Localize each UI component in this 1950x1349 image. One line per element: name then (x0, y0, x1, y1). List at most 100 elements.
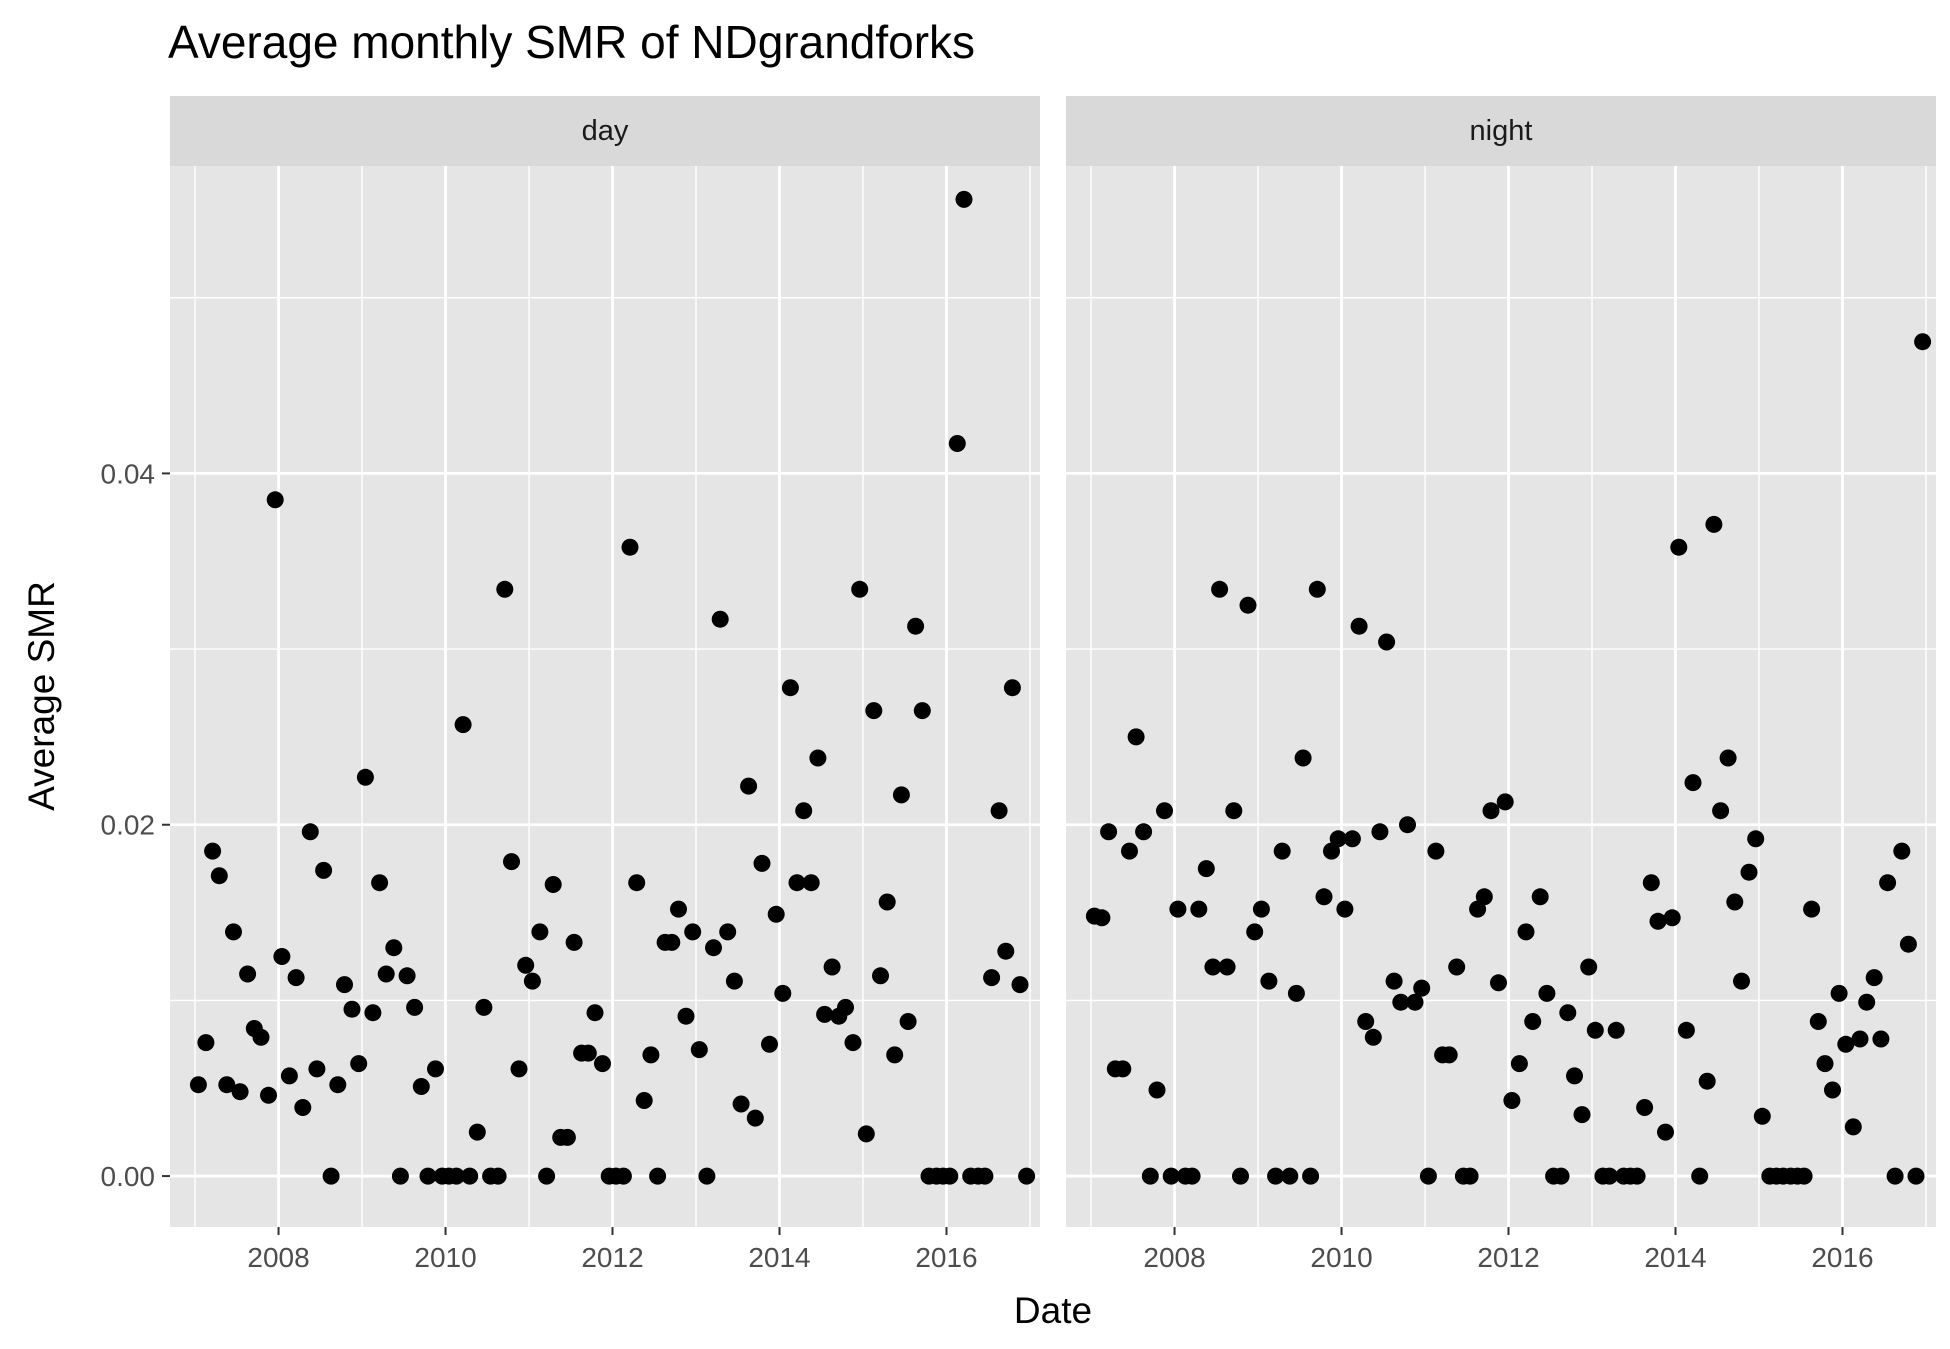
data-point-day (865, 702, 883, 720)
data-point-night (1239, 596, 1257, 614)
data-point-night (1294, 749, 1312, 767)
data-point-night (1879, 874, 1897, 892)
plot-panel-night (1066, 166, 1936, 1227)
data-point-night (1691, 1167, 1709, 1185)
data-point-night (1329, 830, 1347, 848)
data-point-night (1204, 958, 1222, 976)
data-point-night (1232, 1167, 1249, 1185)
data-point-day (1011, 976, 1029, 994)
facet-strip-night (1066, 96, 1936, 166)
data-point-day (677, 1007, 695, 1025)
data-point-night (1399, 816, 1416, 834)
data-point-day (851, 580, 869, 598)
data-point-night (1559, 1004, 1577, 1022)
data-point-day (322, 1167, 340, 1185)
data-point-day (447, 1167, 465, 1185)
data-point-night (1607, 1021, 1625, 1039)
data-point-day (336, 976, 353, 994)
data-point-night (1816, 1055, 1834, 1073)
data-point-day (746, 1109, 764, 1127)
data-point-day (315, 861, 333, 879)
data-point-day (698, 1167, 716, 1185)
data-point-day (371, 874, 389, 892)
data-point-day (468, 1123, 486, 1141)
data-point-day (398, 967, 416, 985)
data-point-day (308, 1060, 326, 1078)
facet-night: night (1066, 96, 1936, 1227)
data-point-night (1246, 923, 1264, 941)
x-axis: 2008 2010 2012 2014 2016 2008 2010 2012 2014 2016 (247, 1227, 1874, 1273)
data-point-day (558, 1128, 576, 1146)
facet-strip-day (170, 96, 1040, 166)
data-point-day (976, 1167, 994, 1185)
x-tick-label: 2008 (247, 1242, 309, 1273)
data-point-night (1308, 580, 1326, 598)
data-point-night (1628, 1167, 1646, 1185)
data-point-day (475, 998, 493, 1016)
data-point-day (913, 702, 931, 720)
facet-day: day (170, 96, 1040, 1227)
data-point-night (1183, 1167, 1201, 1185)
data-point-day (774, 984, 792, 1002)
data-point-night (1156, 802, 1173, 820)
data-point-day (997, 942, 1015, 960)
data-point-day (670, 900, 687, 918)
data-point-day (767, 905, 785, 923)
data-point-night (1795, 1167, 1813, 1185)
data-point-day (761, 1035, 778, 1053)
data-point-day (948, 435, 966, 452)
data-point-night (1733, 972, 1750, 990)
data-point-day (802, 874, 820, 892)
data-point-day (823, 958, 841, 976)
data-point-night (1440, 1046, 1458, 1064)
chart-title: Average monthly SMR of NDgrandforks (168, 16, 975, 68)
data-point-night (1657, 1123, 1674, 1141)
data-point-night (1350, 617, 1368, 635)
data-point-day (218, 1076, 236, 1094)
data-point-night (1357, 1013, 1375, 1030)
data-point-night (1121, 842, 1138, 860)
data-point-night (1364, 1028, 1382, 1046)
data-point-day (406, 998, 424, 1016)
data-point-day (892, 786, 910, 804)
points-day (189, 190, 1036, 1185)
data-point-day (872, 967, 889, 985)
data-point-night (1287, 984, 1305, 1002)
data-point-day (711, 610, 729, 628)
data-point-night (1670, 538, 1688, 556)
data-point-night (1273, 842, 1291, 860)
data-point-day (239, 965, 257, 983)
data-point-night (1148, 1081, 1166, 1099)
data-point-night (1385, 972, 1403, 990)
data-point-night (1197, 860, 1215, 878)
data-point-night (1809, 1013, 1827, 1030)
data-point-night (1135, 823, 1153, 841)
data-point-night (1719, 749, 1737, 767)
data-point-night (1893, 842, 1911, 860)
data-point-night (1427, 842, 1445, 860)
data-point-day (273, 948, 291, 965)
data-point-day (705, 939, 722, 957)
data-point-night (1844, 1118, 1862, 1136)
data-point-day (886, 1046, 904, 1064)
data-point-night (1114, 1060, 1132, 1078)
data-point-day (523, 972, 541, 990)
data-point-day (412, 1078, 430, 1095)
data-point-day (538, 1167, 556, 1185)
data-point-day (837, 998, 854, 1016)
data-point-day (419, 1167, 437, 1185)
data-point-day (364, 1004, 382, 1022)
x-axis-title: Date (1014, 1290, 1092, 1331)
data-point-day (544, 876, 562, 893)
data-point-night (1573, 1106, 1591, 1124)
data-point-day (197, 1034, 215, 1052)
data-point-night (1872, 1030, 1890, 1048)
data-point-night (1419, 1167, 1437, 1185)
data-point-night (1281, 1167, 1299, 1185)
data-point-night (1406, 993, 1424, 1011)
data-point-day (565, 933, 583, 951)
data-point-night (1851, 1030, 1869, 1048)
data-point-day (990, 802, 1008, 820)
facet-strip-label-night: night (1470, 115, 1533, 147)
data-point-day (844, 1034, 862, 1052)
